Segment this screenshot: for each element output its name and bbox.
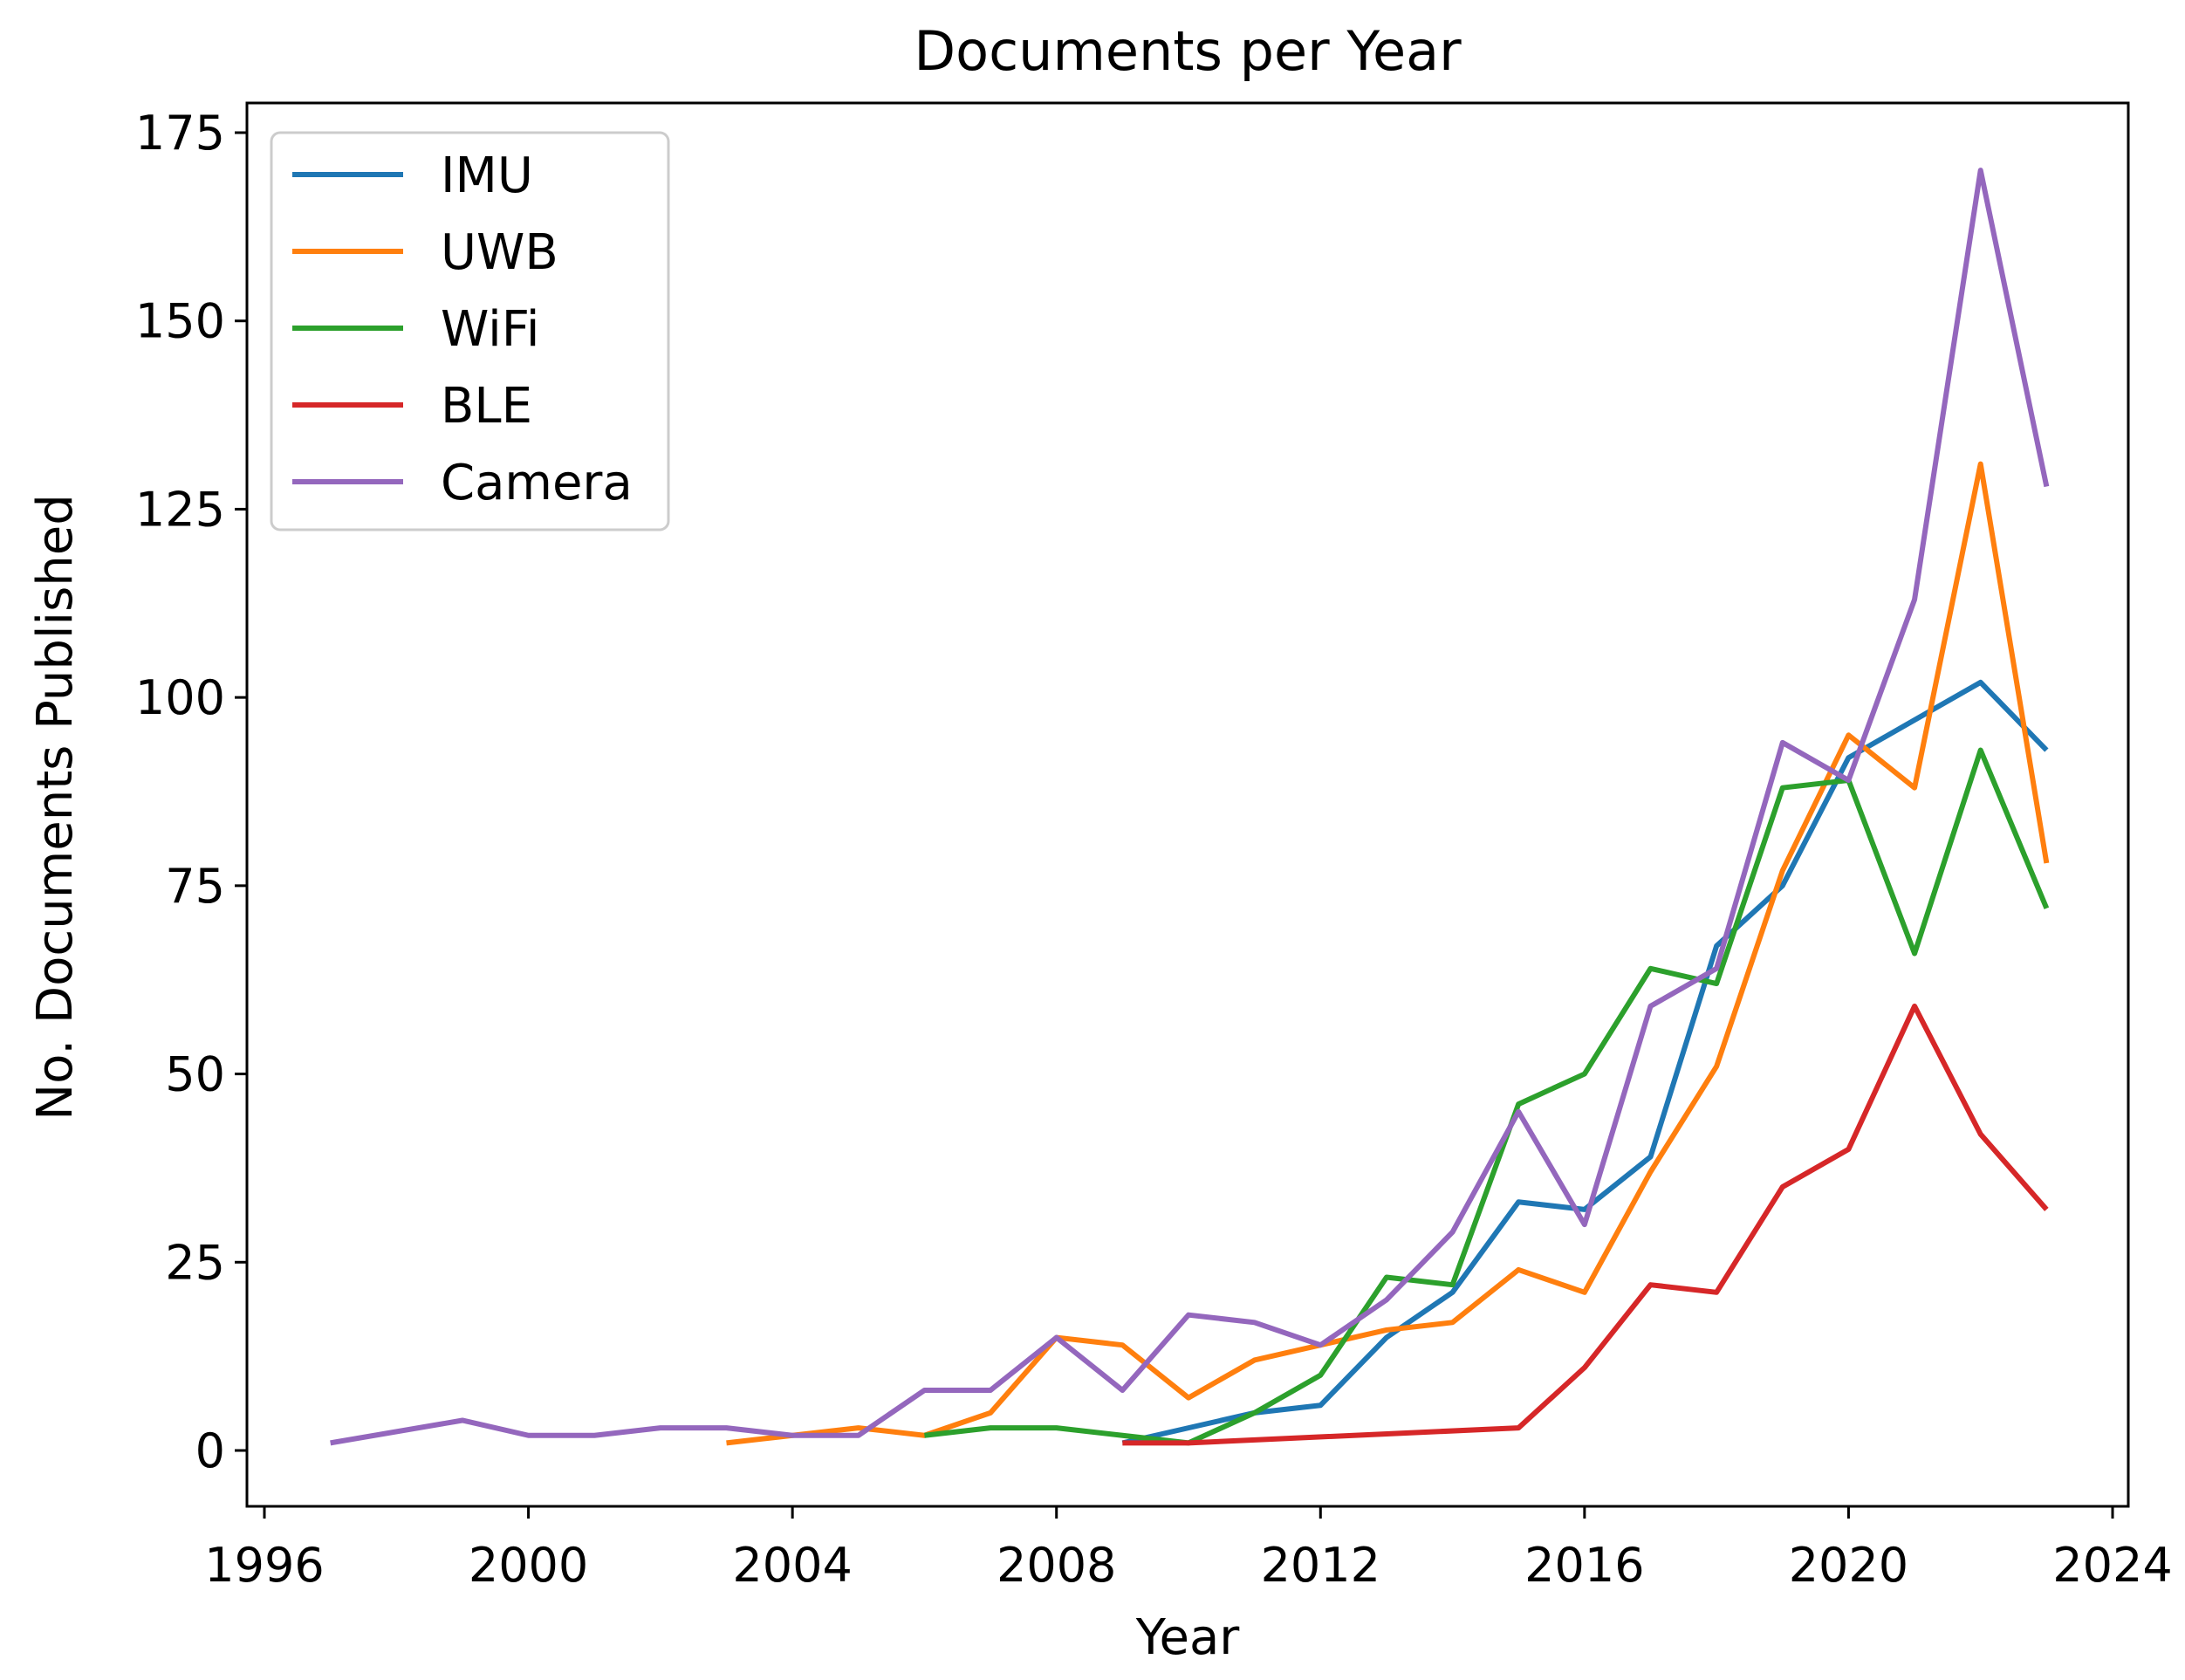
legend-box <box>270 131 670 531</box>
chart-title: Documents per Year <box>914 19 1462 83</box>
x-tick-label: 2004 <box>732 1538 852 1593</box>
x-tick-label: 2000 <box>469 1538 588 1593</box>
legend-label-camera: Camera <box>441 455 633 511</box>
x-tick-label: 2008 <box>997 1538 1116 1593</box>
series-line-wifi <box>924 747 2050 1446</box>
legend-label-wifi: WiFi <box>441 301 539 358</box>
y-tick-label: 25 <box>165 1235 225 1290</box>
legend-label-imu: IMU <box>441 147 533 204</box>
series-line-imu <box>1121 679 2049 1446</box>
y-tick-label: 50 <box>165 1047 225 1102</box>
legend-label-uwb: UWB <box>441 224 558 281</box>
x-tick-label: 1996 <box>204 1538 324 1593</box>
series-line-uwb <box>726 461 2050 1446</box>
y-axis-label: No. Documents Published <box>27 494 84 1120</box>
x-axis-label: Year <box>1135 1609 1241 1666</box>
y-tick-label: 0 <box>195 1423 225 1478</box>
y-tick-label: 125 <box>135 482 225 537</box>
series-line-camera <box>330 168 2050 1446</box>
y-tick-label: 150 <box>135 294 225 349</box>
y-tick-label: 75 <box>165 859 225 914</box>
x-tick-label: 2024 <box>2052 1538 2172 1593</box>
x-tick-label: 2020 <box>1789 1538 1908 1593</box>
legend-label-ble: BLE <box>441 378 532 435</box>
legend: IMU UWB WiFi BLE Camera <box>270 131 670 531</box>
y-tick-label: 175 <box>135 106 225 161</box>
series-line-ble <box>1122 1003 2049 1446</box>
x-tick-label: 2016 <box>1524 1538 1644 1593</box>
plot-frame <box>245 101 2130 1508</box>
x-tick-label: 2012 <box>1261 1538 1380 1593</box>
y-tick-label: 100 <box>135 670 225 725</box>
